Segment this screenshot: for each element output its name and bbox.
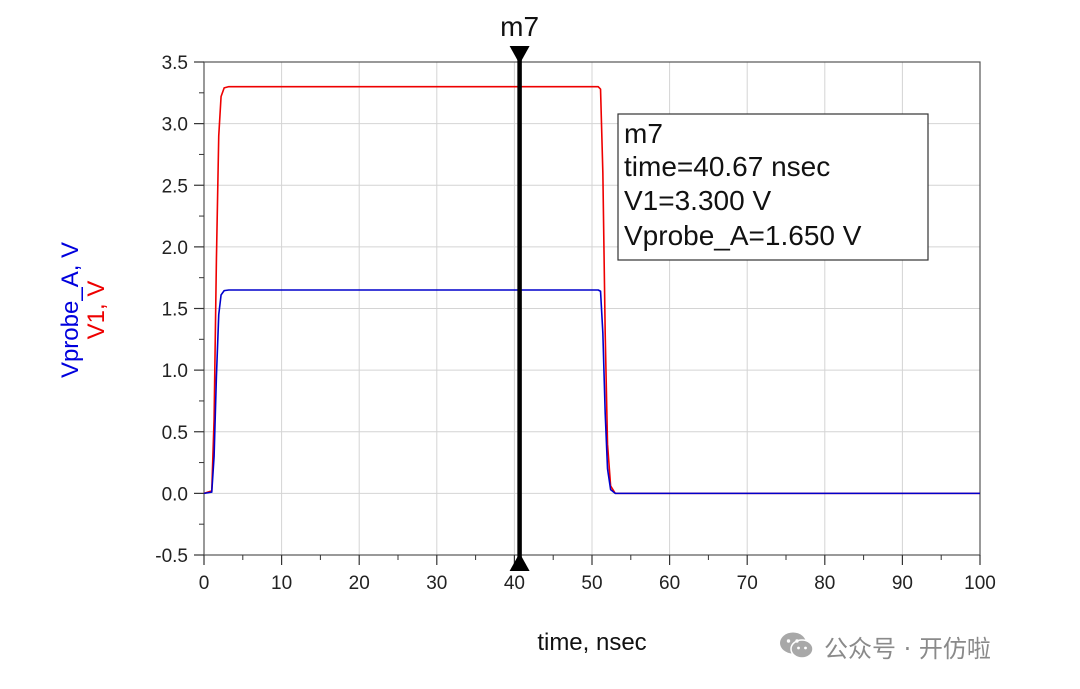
marker-readout-box: m7 time=40.67 nsec V1=3.300 V Vprobe_A=1… (617, 113, 929, 261)
x-tick-label: 70 (737, 573, 758, 594)
marker-bottom-triangle[interactable] (509, 553, 530, 571)
y-axis-label-vprobe: Vprobe_A, V (57, 242, 84, 378)
y-axis: -0.5 0.0 0.5 1.0 1.5 2.0 2.5 3.0 3.5 (155, 53, 204, 567)
y-tick-label: 3.5 (162, 53, 188, 74)
series-group (203, 85, 980, 495)
x-tick-label: 80 (814, 573, 835, 594)
watermark: 公众号 · 开仿啦 (778, 626, 991, 666)
series-line-vprobe_a (203, 289, 980, 495)
watermark-text: 公众号 · 开仿啦 (824, 634, 991, 663)
wechat-icon (780, 632, 814, 659)
x-axis: 0 10 20 30 40 50 60 70 80 90 100 (199, 555, 996, 594)
x-axis-label: time, nsec (537, 629, 646, 656)
marker-top-triangle[interactable] (509, 46, 530, 64)
y-axis-labels: Vprobe_A, V V1, V (57, 242, 110, 378)
x-tick-label: 90 (892, 573, 913, 594)
x-tick-label: 0 (199, 573, 210, 594)
x-tick-label: 60 (659, 573, 680, 594)
y-tick-label: 0.0 (162, 484, 188, 505)
x-tick-label: 10 (271, 573, 292, 594)
x-tick-label: 20 (349, 573, 370, 594)
x-tick-label: 50 (581, 573, 602, 594)
y-tick-label: 2.5 (162, 176, 188, 197)
y-tick-label: 1.0 (162, 361, 188, 382)
y-tick-label: 3.0 (162, 115, 188, 136)
y-tick-label: 2.0 (162, 238, 188, 259)
marker-box-frame (617, 113, 929, 261)
x-tick-label: 30 (426, 573, 447, 594)
x-tick-label: 100 (964, 573, 996, 594)
series-line-v1 (203, 85, 980, 495)
marker-box-line: Vprobe_A=1.650 V (624, 220, 862, 251)
y-tick-label: 0.5 (162, 423, 188, 444)
marker-box-line: time=40.67 nsec (624, 151, 830, 182)
y-axis-label-v1: V1, V (83, 281, 110, 340)
x-tick-label: 40 (504, 573, 525, 594)
y-tick-label: -0.5 (155, 546, 188, 567)
y-tick-label: 1.5 (162, 300, 188, 321)
marker-m7[interactable]: m7 (500, 11, 539, 571)
marker-title: m7 (500, 11, 539, 42)
marker-box-line: m7 (624, 118, 663, 149)
marker-box-line: V1=3.300 V (624, 185, 771, 216)
